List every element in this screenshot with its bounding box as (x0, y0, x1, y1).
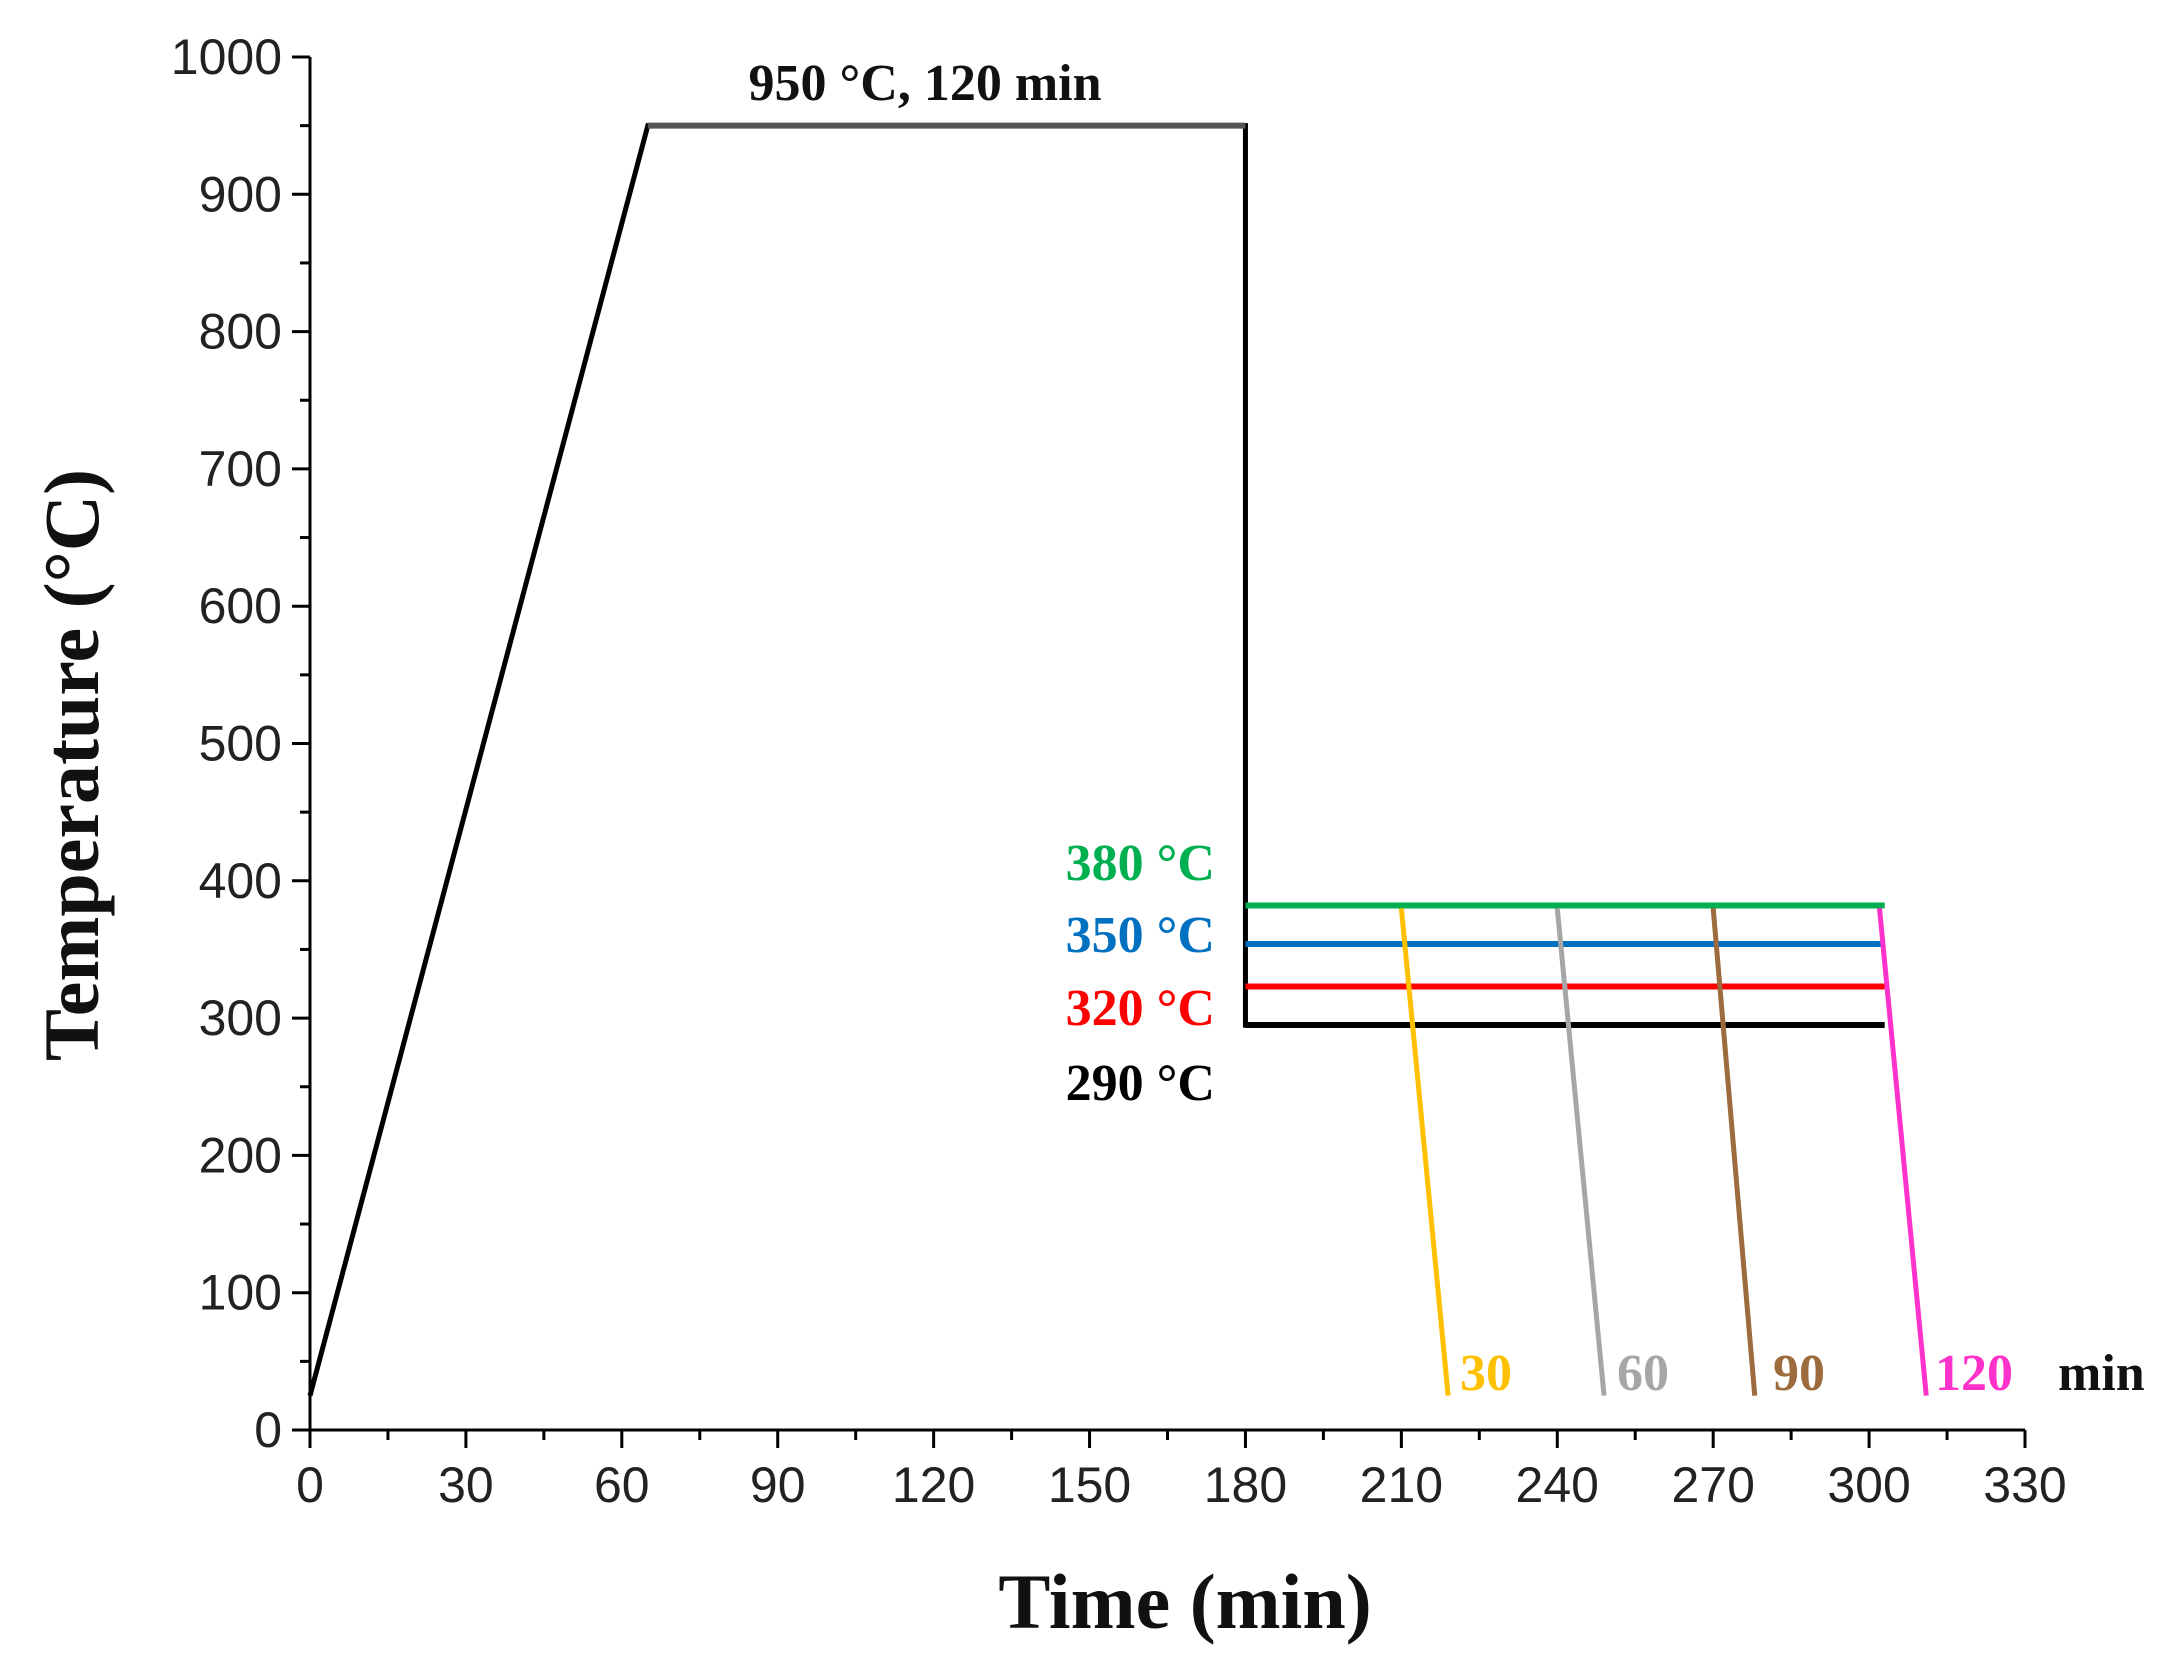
x-tick-label: 120 (892, 1457, 975, 1513)
y-tick-label: 0 (254, 1402, 282, 1458)
x-tick-label: 30 (438, 1457, 494, 1513)
isotherm-label-380: 380 °C (1066, 835, 1215, 892)
x-tick-label: 90 (750, 1457, 806, 1513)
x-tick-label: 150 (1048, 1457, 1131, 1513)
quench-label-60: 60 (1617, 1345, 1669, 1402)
x-tick-label: 330 (1983, 1457, 2066, 1513)
y-tick-label: 300 (199, 990, 282, 1046)
x-axis-title: Time (min) (998, 1558, 1371, 1645)
axes: 0 30 60 90 120 150 180 210 240 270 300 330 0 100 200 30… (171, 29, 2067, 1513)
y-tick-label: 200 (199, 1127, 282, 1183)
quench-line-120 (1876, 908, 1929, 1396)
y-tick-label: 100 (199, 1265, 282, 1321)
y-tick-label: 600 (199, 578, 282, 634)
isotherm-label-290: 290 °C (1066, 1055, 1215, 1112)
x-tick-label: 210 (1360, 1457, 1443, 1513)
annotations: 950 °C, 120 min 380 °C 350 °C 320 °C 290 °C 3… (748, 55, 2144, 1402)
y-tick-label: 400 (199, 853, 282, 909)
austenitizing-profile-line (307, 123, 1248, 1397)
y-tick-label: 500 (199, 716, 282, 772)
x-tick-label: 270 (1671, 1457, 1754, 1513)
x-tick-label: 300 (1827, 1457, 1910, 1513)
unit-label: min (2058, 1345, 2145, 1402)
quench-label-30: 30 (1460, 1345, 1512, 1402)
x-tick-label: 240 (1516, 1457, 1599, 1513)
y-tick-label: 800 (199, 304, 282, 360)
x-tick-label: 60 (594, 1457, 650, 1513)
y-tick-label: 1000 (171, 29, 282, 85)
y-axis-title: Temperature (°C) (28, 469, 115, 1061)
x-tick-label: 0 (296, 1457, 324, 1513)
y-tick-label: 700 (199, 441, 282, 497)
quench-line-60 (1554, 908, 1607, 1396)
quench-line-90 (1710, 908, 1758, 1396)
x-tick-label: 180 (1204, 1457, 1287, 1513)
quench-line-30 (1398, 908, 1451, 1396)
isotherm-label-320: 320 °C (1066, 980, 1215, 1037)
soak-label: 950 °C, 120 min (748, 55, 1101, 112)
quench-label-120: 120 (1935, 1345, 2013, 1402)
isotherm-label-350: 350 °C (1066, 907, 1215, 964)
plot-lines (307, 122, 1929, 1397)
quench-label-90: 90 (1773, 1345, 1825, 1402)
y-tick-label: 900 (199, 166, 282, 222)
